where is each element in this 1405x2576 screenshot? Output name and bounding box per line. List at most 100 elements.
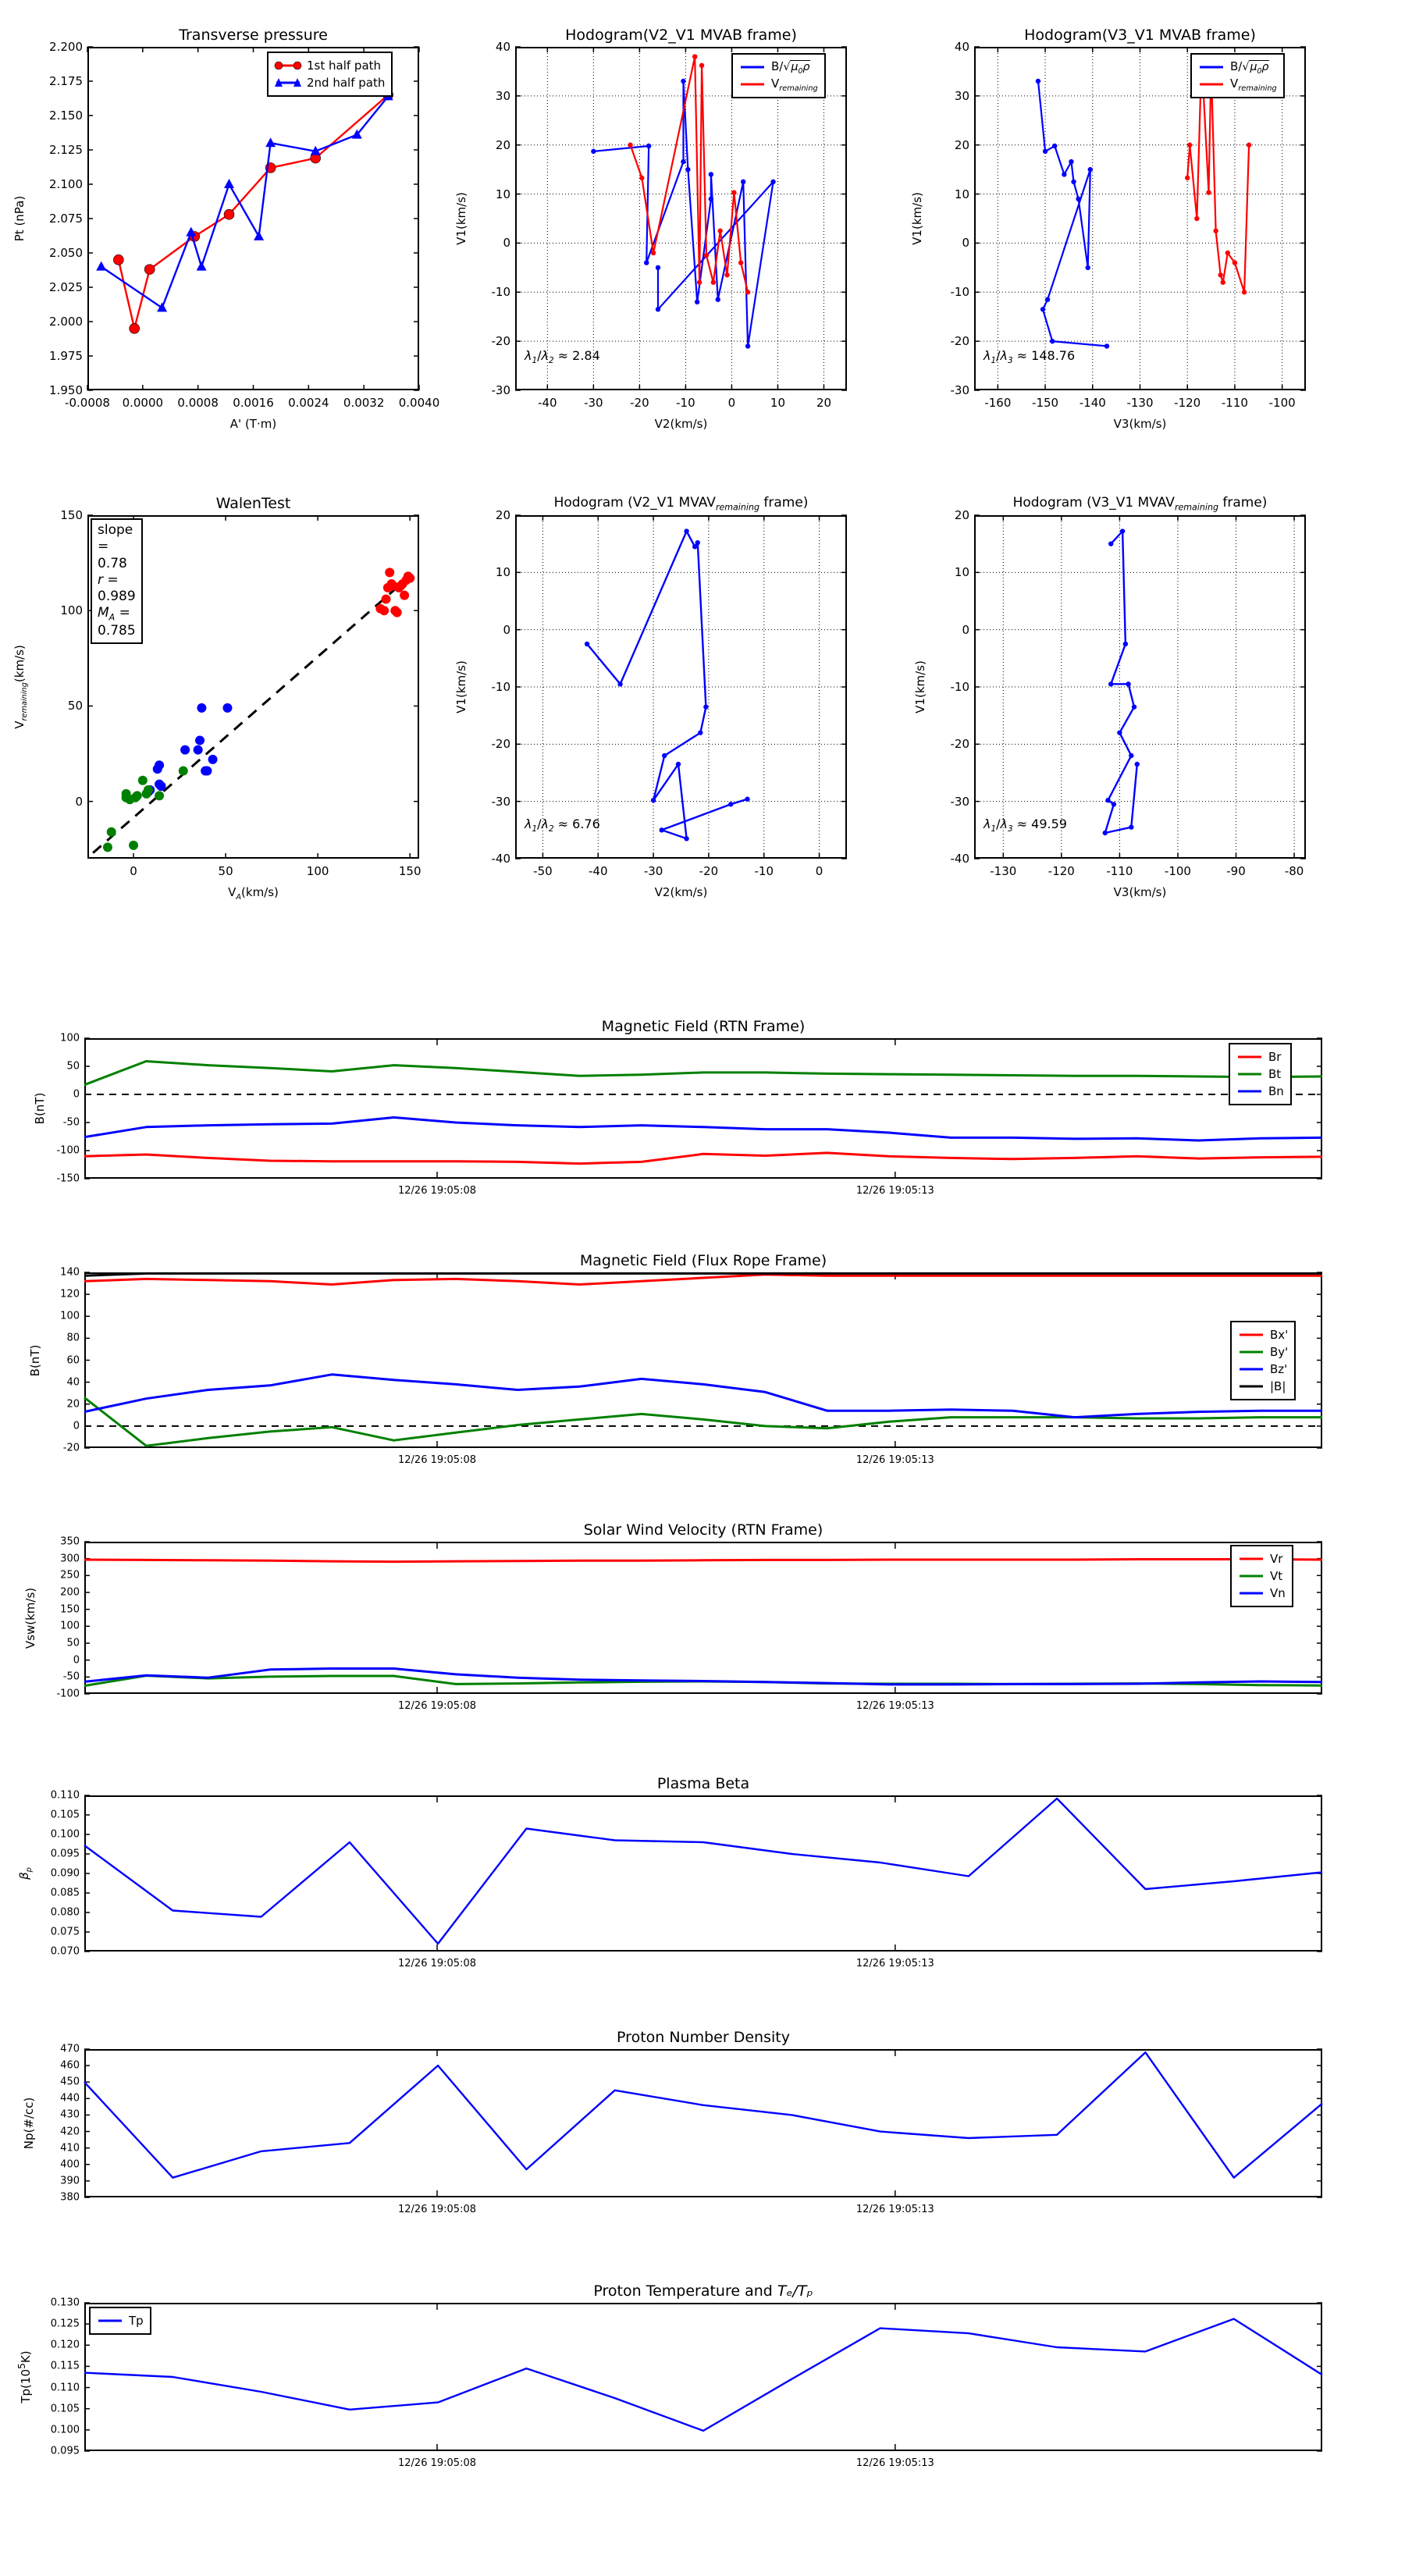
y-tick-label: 50: [67, 699, 83, 713]
eigenvalue-ratio-annotation: λ1/λ3 ≈ 148.76: [984, 348, 1076, 366]
x-tick-label: 0.0000: [122, 396, 164, 410]
x-tick-label: -160: [984, 396, 1012, 410]
x-axis-label: V2(km/s): [654, 417, 708, 431]
legend: Br Bt Bn: [1229, 1043, 1292, 1105]
legend-label: Vn: [1270, 1586, 1286, 1600]
y-tick-label: 100: [60, 1032, 80, 1044]
y-tick-label: 10: [495, 565, 510, 580]
time-tick-label: 12/26 19:05:13: [855, 1700, 934, 1712]
y-tick-label: 430: [60, 2108, 80, 2121]
y-tick-label: 0: [962, 236, 969, 251]
y-tick-label: 0.095: [50, 1848, 80, 1860]
x-tick-label: -150: [1032, 396, 1059, 410]
y-tick-label: 2.125: [49, 143, 83, 157]
x-tick-label: 0: [130, 864, 137, 878]
legend-item: Bz': [1238, 1361, 1288, 1378]
y-tick-label: -40: [950, 852, 970, 866]
y-tick-label: 50: [66, 1060, 80, 1073]
legend-label: Vremaining: [771, 76, 818, 93]
y-tick-label: 2.150: [49, 109, 83, 123]
eigenvalue-ratio-annotation: λ1/λ3 ≈ 49.59: [984, 817, 1067, 834]
y-tick-label: -30: [491, 383, 511, 397]
y-tick-label: 0.110: [50, 1789, 80, 1802]
legend-swatch: [274, 60, 302, 71]
y-tick-label: 150: [60, 1603, 80, 1616]
legend-item: Vn: [1238, 1585, 1286, 1602]
x-tick-label: -100: [1164, 864, 1191, 878]
x-tick-label: -50: [533, 864, 553, 878]
legend-swatch: [1236, 1069, 1263, 1080]
y-tick-label: 250: [60, 1569, 80, 1582]
chart-title: Transverse pressure: [179, 27, 328, 44]
time-tick-label: 12/26 19:05:08: [398, 2204, 476, 2215]
y-tick-label: -20: [491, 334, 511, 349]
y-tick-label: 100: [60, 603, 83, 618]
legend: Bx' By' Bz' |B|: [1230, 1321, 1297, 1400]
legend-label: Bx': [1270, 1328, 1289, 1342]
legend-label: 1st half path: [307, 59, 382, 73]
y-tick-label: 470: [60, 2043, 80, 2055]
y-tick-label: 20: [495, 137, 510, 152]
chart-title: Magnetic Field (Flux Rope Frame): [579, 1252, 827, 1269]
legend-item: B/√μ0ρ: [1198, 59, 1277, 76]
y-tick-label: 10: [954, 187, 969, 201]
x-axis-label: A' (T·m): [229, 417, 277, 431]
x-tick-label: -10: [676, 396, 695, 410]
legend-item: By': [1238, 1343, 1288, 1361]
y-tick-label: -20: [950, 334, 970, 349]
y-tick-label: -20: [491, 737, 511, 752]
legend-item: Vremaining: [1198, 76, 1277, 93]
legend-item: Br: [1236, 1048, 1284, 1066]
x-tick-label: -130: [990, 864, 1017, 878]
plot-area: [84, 2303, 1322, 2451]
x-tick-label: -110: [1106, 864, 1133, 878]
y-tick-label: -10: [950, 285, 970, 300]
time-tick-label: 12/26 19:05:13: [855, 2457, 934, 2469]
x-tick-label: 150: [398, 864, 422, 878]
legend-label: Bz': [1270, 1362, 1288, 1376]
x-axis-label: V2(km/s): [654, 885, 708, 899]
y-tick-label: 410: [60, 2142, 80, 2154]
x-tick-label: 0.0040: [398, 396, 440, 410]
time-tick-label: 12/26 19:05:08: [398, 1454, 476, 1466]
y-axis-label: Tp(105K): [16, 2350, 33, 2403]
y-tick-label: -150: [56, 1172, 80, 1185]
y-tick-label: -50: [62, 1116, 80, 1129]
time-tick-label: 12/26 19:05:08: [398, 2457, 476, 2469]
y-tick-label: 120: [60, 1288, 80, 1300]
y-tick-label: 40: [954, 40, 969, 54]
x-tick-label: -120: [1048, 864, 1075, 878]
chart-title: WalenTest: [215, 495, 291, 512]
x-tick-label: 0.0008: [177, 396, 219, 410]
plot-area: [87, 515, 419, 859]
x-tick-label: 20: [816, 396, 832, 410]
y-tick-label: 0.080: [50, 1906, 80, 1919]
y-tick-label: 60: [66, 1354, 80, 1366]
y-axis-label: Pt (nPa): [12, 195, 27, 242]
legend-swatch: [275, 77, 301, 88]
y-tick-label: -100: [56, 1688, 80, 1700]
y-tick-label: 40: [66, 1376, 80, 1389]
y-axis-label: βp: [17, 1867, 34, 1880]
legend-item: |B|: [1238, 1378, 1288, 1395]
x-tick-label: -40: [589, 864, 608, 878]
legend-swatch: [1238, 1329, 1264, 1340]
legend-item: 2nd half path: [275, 74, 385, 91]
walen-stats-box: slope = 0.78 r = 0.989 MA = 0.785: [91, 518, 143, 644]
x-tick-label: -20: [630, 396, 649, 410]
x-tick-label: 10: [770, 396, 785, 410]
y-tick-label: 0.075: [50, 1926, 80, 1938]
y-tick-label: 0.115: [50, 2360, 80, 2372]
y-tick-label: 0.120: [50, 2339, 80, 2351]
eigenvalue-ratio-annotation: λ1/λ2 ≈ 6.76: [525, 817, 600, 834]
legend-swatch: [739, 79, 766, 90]
y-tick-label: -20: [950, 737, 970, 752]
x-tick-label: 0: [727, 396, 736, 410]
chart-title: Hodogram(V3_V1 MVAB frame): [1024, 27, 1256, 44]
y-tick-label: 30: [495, 88, 510, 103]
legend-swatch: [1238, 1347, 1264, 1357]
y-tick-label: 0: [73, 1654, 80, 1667]
time-tick-label: 12/26 19:05:13: [855, 2204, 934, 2215]
y-tick-label: 0.105: [50, 1809, 80, 1821]
legend-swatch: [1238, 1381, 1264, 1392]
